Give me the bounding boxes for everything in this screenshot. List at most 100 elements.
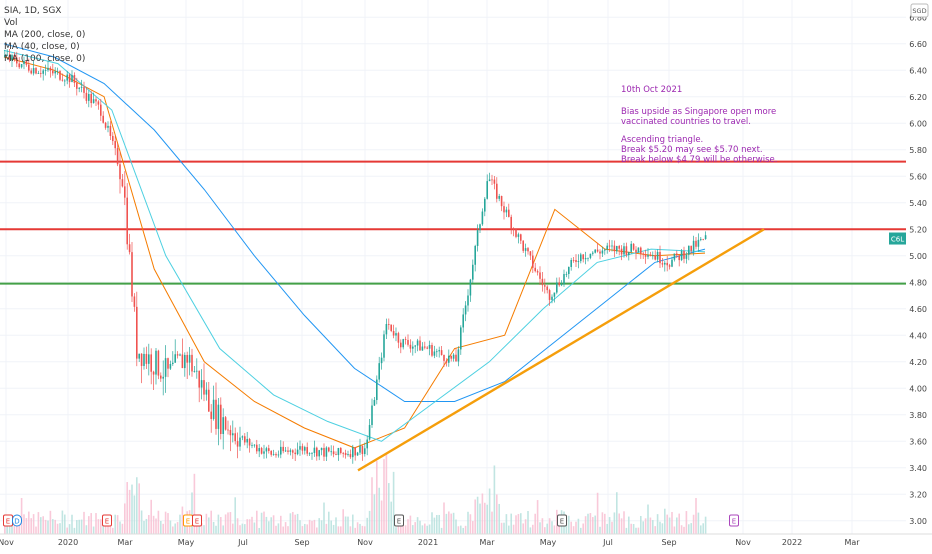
candle-body bbox=[563, 274, 565, 285]
volume-bar bbox=[618, 513, 620, 534]
volume-bar bbox=[582, 523, 584, 534]
price-tick-label: 3.00 bbox=[909, 517, 927, 526]
volume-bar bbox=[20, 498, 23, 534]
volume-bar bbox=[35, 526, 37, 534]
volume-bar bbox=[592, 517, 594, 534]
candle-body bbox=[107, 125, 109, 128]
volume-bar bbox=[467, 511, 469, 534]
volume-bar bbox=[440, 527, 443, 534]
volume-bar bbox=[308, 519, 311, 534]
candle-body bbox=[287, 450, 289, 452]
volume-bar bbox=[172, 526, 174, 534]
volume-bar bbox=[169, 520, 172, 534]
candle-body bbox=[534, 267, 536, 272]
volume-bar bbox=[248, 519, 251, 534]
volume-bar bbox=[409, 515, 412, 534]
candle-body bbox=[155, 350, 157, 375]
candle-body bbox=[568, 266, 570, 274]
volume-bar bbox=[256, 510, 258, 534]
candle-body bbox=[428, 345, 431, 349]
volume-bar bbox=[76, 520, 78, 534]
volume-bar bbox=[604, 513, 606, 534]
trendline-group[interactable] bbox=[357, 228, 765, 472]
time-axis[interactable]: Nov 2020 Mar May Jul Sep Nov 2021 Mar May Jul Sep No… bbox=[0, 533, 932, 550]
volume-bar bbox=[431, 512, 433, 534]
time-tick-label: Nov bbox=[0, 538, 14, 547]
volume-bar bbox=[128, 489, 131, 534]
annotation-note[interactable]: 10th Oct 2021 Bias upside as Singapore o… bbox=[621, 85, 777, 165]
volume-bar bbox=[71, 514, 73, 534]
volume-bar bbox=[556, 509, 558, 534]
volume-bar bbox=[524, 519, 527, 534]
volume-bar bbox=[138, 483, 140, 534]
candle-body bbox=[128, 244, 131, 253]
price-axis[interactable]: 6.80 6.60 6.40 6.20 6.00 5.80 5.60 5.40 5.20 5.00… bbox=[906, 0, 932, 534]
volume-bar bbox=[203, 525, 205, 534]
candle-body bbox=[412, 346, 414, 349]
candle-body bbox=[152, 371, 155, 375]
candle-body bbox=[510, 216, 512, 230]
candle-body bbox=[196, 370, 198, 372]
volume-bar bbox=[268, 521, 270, 534]
volume-bar bbox=[642, 521, 644, 534]
volume-bar bbox=[78, 519, 80, 534]
candle-body bbox=[44, 70, 47, 71]
candle-body bbox=[524, 248, 527, 251]
candle-body bbox=[486, 181, 488, 199]
candle-body bbox=[186, 354, 188, 363]
candle-body bbox=[320, 447, 323, 451]
volume-bar bbox=[373, 494, 376, 534]
event-marker-label: E bbox=[397, 518, 401, 526]
volume-bar bbox=[668, 517, 671, 534]
price-tick-label: 3.60 bbox=[909, 437, 927, 446]
volume-bar bbox=[625, 527, 628, 534]
candle-body bbox=[558, 282, 560, 286]
volume-bar bbox=[179, 514, 181, 534]
candle-body bbox=[244, 436, 246, 443]
candle-body bbox=[52, 70, 54, 74]
candle-body bbox=[188, 354, 191, 363]
candle-body bbox=[176, 354, 179, 356]
volume-bar bbox=[438, 514, 440, 534]
candle-body bbox=[167, 358, 169, 369]
candle-body bbox=[328, 447, 330, 452]
volume-bar bbox=[253, 522, 256, 534]
volume-bar bbox=[342, 509, 344, 534]
candle-body bbox=[112, 135, 114, 142]
volume-bar bbox=[95, 513, 97, 534]
candle-body bbox=[342, 452, 344, 454]
candle-body bbox=[527, 248, 529, 252]
volume-bar bbox=[313, 519, 316, 534]
volume-bar bbox=[30, 518, 32, 534]
candle-body bbox=[354, 447, 356, 456]
volume-bar bbox=[116, 515, 119, 534]
candle-body bbox=[690, 245, 692, 251]
volume-bar bbox=[472, 521, 474, 534]
candle-body bbox=[256, 444, 258, 452]
volume-bar bbox=[205, 513, 208, 534]
price-tick-label: 4.20 bbox=[909, 358, 927, 367]
volume-bar bbox=[371, 477, 373, 534]
candle-body bbox=[565, 273, 568, 275]
candle-body bbox=[582, 254, 584, 260]
candle-body bbox=[484, 198, 486, 212]
candle-body bbox=[330, 451, 332, 453]
volume-bar bbox=[234, 497, 236, 534]
candle-body bbox=[642, 253, 644, 255]
candle-body bbox=[481, 211, 484, 225]
candle-body bbox=[520, 234, 522, 241]
candle-body bbox=[174, 354, 176, 363]
currency-badge[interactable]: SGD bbox=[910, 3, 929, 18]
ma100-legend: MA (100, close, 0) bbox=[4, 54, 85, 64]
event-marker-label: D bbox=[14, 518, 19, 526]
candle-body bbox=[208, 389, 210, 412]
candle-body bbox=[577, 261, 580, 263]
candle-body bbox=[78, 87, 80, 89]
volume-bar bbox=[102, 523, 104, 534]
candle-body bbox=[436, 351, 438, 353]
grid bbox=[0, 0, 906, 534]
volume-bar bbox=[407, 519, 409, 534]
